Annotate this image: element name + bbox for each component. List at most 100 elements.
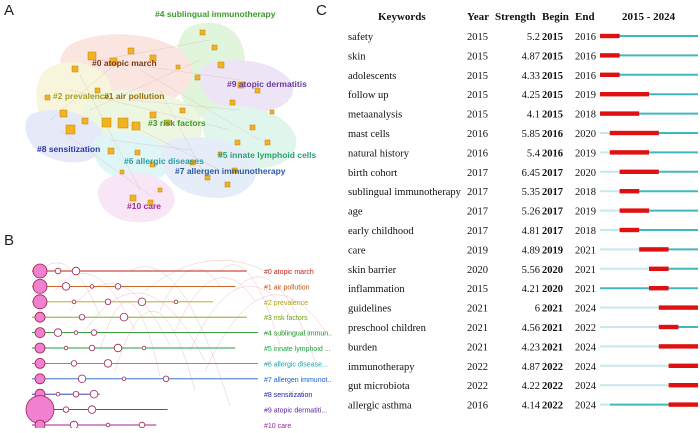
keyword-cell: preschool children bbox=[348, 323, 427, 334]
timeline-node bbox=[73, 330, 79, 335]
end-cell: 2019 bbox=[575, 90, 596, 101]
keyword-cell: gut microbiota bbox=[348, 381, 410, 392]
begin-cell: 2015 bbox=[542, 71, 563, 82]
year-cell: 2017 bbox=[467, 226, 488, 237]
burst-bar bbox=[600, 33, 620, 39]
burst-bar bbox=[600, 72, 620, 77]
cluster-label-care: #10 care bbox=[127, 201, 161, 211]
burst-bar bbox=[658, 344, 698, 349]
burst-bar bbox=[600, 92, 649, 97]
burst-bar bbox=[619, 169, 659, 174]
timeline-node bbox=[32, 279, 48, 294]
burst-row: allergic asthma 2016 4.14 2022 2024 bbox=[348, 401, 698, 412]
begin-cell: 2021 bbox=[542, 342, 563, 353]
begin-cell: 2020 bbox=[542, 265, 563, 276]
keyword-cell: natural history bbox=[348, 148, 410, 159]
panel-c-burst-table: C Keywords Year Strength Begin End 2015 … bbox=[316, 0, 700, 428]
burst-row: skin barrier 2020 5.56 2020 2021 bbox=[348, 265, 698, 276]
burst-row: guidelines 2021 6 2021 2024 bbox=[348, 304, 698, 315]
timeline-row-label: #0 atopic march bbox=[264, 269, 314, 276]
year-cell: 2017 bbox=[467, 168, 488, 179]
timeline-node bbox=[114, 283, 122, 290]
burst-bar bbox=[609, 130, 659, 136]
header-range: 2015 - 2024 bbox=[622, 11, 676, 23]
blob-allergic-diseases bbox=[92, 132, 173, 182]
strength-cell: 5.85 bbox=[522, 129, 540, 140]
end-cell: 2024 bbox=[575, 362, 597, 373]
year-cell: 2017 bbox=[467, 207, 488, 218]
cluster-network-svg: #4 sublingual immunotherapy #0 atopic ma… bbox=[25, 9, 317, 223]
timeline-node bbox=[90, 329, 98, 336]
strength-cell: 4.14 bbox=[522, 401, 541, 412]
header-year: Year bbox=[467, 11, 489, 23]
burst-bar bbox=[668, 402, 698, 407]
timeline-node bbox=[54, 267, 62, 275]
begin-cell: 2015 bbox=[542, 51, 563, 62]
end-cell: 2018 bbox=[575, 110, 596, 121]
timeline-node bbox=[32, 294, 48, 310]
year-cell: 2021 bbox=[467, 323, 488, 334]
cluster-label-sensitization: #8 sensitization bbox=[37, 144, 100, 154]
burst-row: natural history 2016 5.4 2016 2019 bbox=[348, 148, 698, 159]
year-cell: 2019 bbox=[467, 245, 488, 256]
year-cell: 2015 bbox=[467, 284, 488, 295]
end-cell: 2018 bbox=[575, 226, 596, 237]
keyword-cell: age bbox=[348, 207, 363, 218]
begin-cell: 2021 bbox=[542, 323, 563, 334]
timeline-row-label: #5 innate lymphoid ... bbox=[264, 346, 331, 353]
timeline-row-label: #6 allergic disease... bbox=[264, 361, 328, 368]
begin-cell: 2022 bbox=[542, 401, 563, 412]
header-strength: Strength bbox=[495, 11, 536, 23]
end-cell: 2021 bbox=[575, 284, 596, 295]
timeline-row-label: #8 sensitization bbox=[264, 392, 312, 399]
begin-cell: 2022 bbox=[542, 381, 563, 392]
network-nodes bbox=[44, 29, 275, 206]
begin-cell: 2017 bbox=[542, 168, 563, 179]
header-keywords: Keywords bbox=[378, 11, 426, 23]
end-cell: 2019 bbox=[575, 207, 596, 218]
begin-cell: 2017 bbox=[542, 226, 563, 237]
timeline-arc bbox=[144, 260, 266, 292]
timeline-arc bbox=[84, 292, 206, 362]
strength-cell: 4.1 bbox=[527, 110, 540, 121]
strength-cell: 5.4 bbox=[527, 148, 541, 159]
table-header: Keywords Year Strength Begin End 2015 - … bbox=[378, 11, 676, 23]
burst-row: skin 2015 4.87 2015 2016 bbox=[348, 51, 698, 62]
timeline-node bbox=[61, 282, 71, 291]
year-cell: 2022 bbox=[467, 362, 488, 373]
timeline-row-label: #2 prevalence bbox=[264, 300, 308, 307]
begin-cell: 2020 bbox=[542, 284, 563, 295]
timeline-node bbox=[173, 299, 179, 304]
burst-bar bbox=[658, 305, 698, 310]
end-cell: 2020 bbox=[575, 168, 596, 179]
keyword-cell: skin barrier bbox=[348, 265, 397, 276]
network-links bbox=[49, 39, 261, 196]
burst-row: mast cells 2016 5.85 2016 2020 bbox=[348, 129, 698, 140]
burst-row: burden 2021 4.23 2021 2024 bbox=[348, 342, 698, 353]
cluster-label-sublingual: #4 sublingual immunotherapy bbox=[155, 9, 276, 19]
blob-atopic-dermatitis bbox=[199, 60, 294, 113]
begin-cell: 2016 bbox=[542, 148, 563, 159]
timeline-row-label: #10 care bbox=[264, 423, 291, 428]
timeline-arc bbox=[174, 277, 256, 332]
burst-bar bbox=[639, 247, 669, 252]
timeline-row-label: #1 air pollution bbox=[264, 284, 310, 291]
keyword-cell: immunotherapy bbox=[348, 362, 415, 373]
burst-row: immunotherapy 2022 4.87 2022 2024 bbox=[348, 362, 698, 373]
year-cell: 2022 bbox=[467, 381, 488, 392]
timeline-node bbox=[53, 328, 63, 337]
year-cell: 2015 bbox=[467, 90, 488, 101]
end-cell: 2016 bbox=[575, 51, 596, 62]
timeline-row-label: #7 allergen immunot... bbox=[264, 377, 332, 384]
strength-cell: 4.81 bbox=[522, 226, 540, 237]
strength-cell: 6 bbox=[535, 304, 540, 315]
timeline-node bbox=[32, 263, 48, 279]
timeline-node bbox=[104, 298, 112, 305]
timeline-node bbox=[34, 311, 46, 323]
year-cell: 2015 bbox=[467, 71, 488, 82]
burst-row: adolescents 2015 4.33 2015 2016 bbox=[348, 71, 698, 82]
begin-cell: 2015 bbox=[542, 90, 563, 101]
keyword-cell: allergic asthma bbox=[348, 401, 412, 412]
end-cell: 2018 bbox=[575, 187, 596, 198]
end-cell: 2024 bbox=[575, 342, 597, 353]
